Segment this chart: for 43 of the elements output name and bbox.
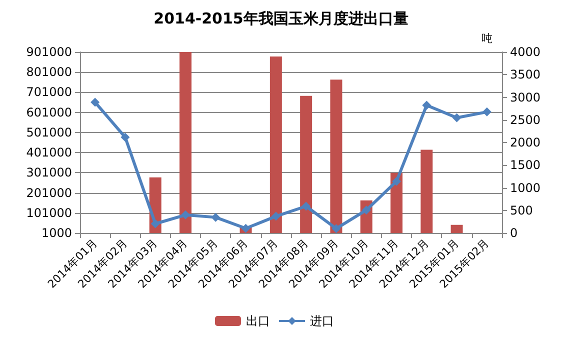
y2-tick-label: 2500 bbox=[510, 112, 541, 127]
y-tick-label: 101000 bbox=[26, 206, 72, 220]
y2-tick-label: 3500 bbox=[510, 68, 541, 82]
point bbox=[150, 219, 160, 228]
point bbox=[452, 113, 462, 122]
y-tick-label: 501000 bbox=[26, 125, 72, 140]
point bbox=[482, 107, 492, 116]
point bbox=[302, 202, 311, 211]
point bbox=[332, 224, 341, 234]
y2-axis-title: 吨 bbox=[482, 32, 492, 45]
y2-tick-label: 4000 bbox=[510, 45, 541, 59]
point bbox=[392, 176, 401, 186]
bar bbox=[180, 52, 192, 233]
bar bbox=[450, 224, 463, 233]
y-tick-label: 401000 bbox=[26, 146, 72, 160]
bar bbox=[300, 96, 312, 233]
y2-tick-label: 0 bbox=[510, 226, 518, 240]
legend-label: 出口 bbox=[246, 314, 270, 328]
point bbox=[181, 210, 190, 220]
y2-tick-label: 1000 bbox=[510, 180, 541, 195]
bar bbox=[270, 56, 282, 233]
y-tick-label: 801000 bbox=[26, 65, 72, 80]
y-tick-label: 701000 bbox=[26, 85, 72, 100]
y2-tick-label: 3000 bbox=[510, 90, 541, 104]
y-tick-label: 201000 bbox=[26, 186, 72, 200]
point bbox=[422, 100, 432, 110]
point bbox=[271, 212, 280, 221]
legend-label: 进口 bbox=[310, 314, 334, 328]
y2-tick-label: 1500 bbox=[510, 158, 541, 172]
bar bbox=[420, 150, 433, 233]
y-tick-label: 301000 bbox=[26, 166, 72, 180]
y-tick-label: 601000 bbox=[26, 105, 72, 120]
point bbox=[241, 224, 250, 233]
y-tick-label: 1000 bbox=[41, 226, 72, 240]
point bbox=[362, 206, 371, 215]
chart-title: 2014-2015年我国玉米月度进出口量 bbox=[154, 10, 408, 28]
point bbox=[211, 212, 220, 222]
point bbox=[120, 132, 130, 142]
point bbox=[90, 98, 100, 107]
y-tick-label: 901000 bbox=[26, 45, 72, 59]
bar bbox=[330, 80, 342, 233]
y2-tick-label: 500 bbox=[510, 203, 533, 218]
y2-tick-label: 2000 bbox=[510, 136, 541, 150]
